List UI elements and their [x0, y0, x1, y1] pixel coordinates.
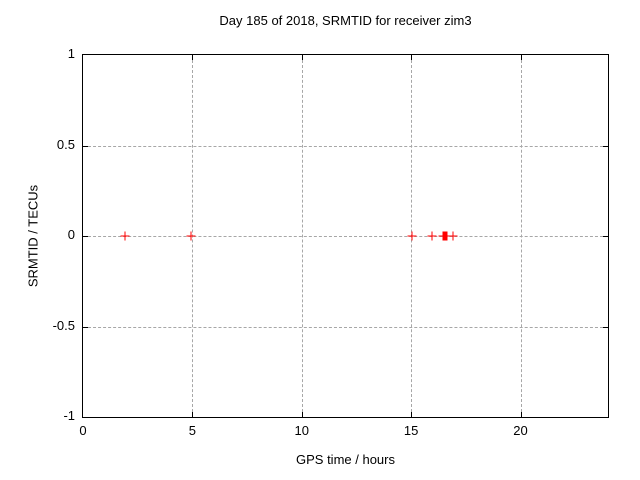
x-tick-mark-bottom [192, 412, 194, 417]
x-tick-label: 15 [403, 423, 419, 438]
x-tick-mark-top [520, 55, 522, 60]
x-axis-label: GPS time / hours [296, 452, 395, 467]
y-tick-label: 0.5 [56, 136, 75, 152]
x-tick-mark-bottom [411, 412, 413, 417]
data-point-marker [120, 231, 130, 241]
data-point-marker [186, 231, 196, 241]
y-tick-label: 1 [67, 46, 75, 61]
x-tick-mark-bottom [301, 412, 303, 417]
x-tick-label: 0 [79, 423, 87, 438]
y-gridline [83, 145, 608, 147]
y-tick-mark-left [83, 236, 88, 237]
y-gridline [83, 236, 608, 237]
y-tick-label: 0 [67, 227, 75, 242]
y-tick-mark-right [603, 145, 608, 147]
y-tick-label: -0.5 [52, 317, 75, 333]
data-point-marker [407, 231, 417, 241]
y-tick-mark-left [83, 326, 88, 328]
y-tick-label: -1 [63, 408, 75, 423]
x-tick-mark-top [192, 55, 194, 60]
x-tick-mark-top [301, 55, 303, 60]
y-tick-mark-right [603, 236, 608, 237]
x-tick-label: 20 [513, 423, 528, 438]
data-point-marker [427, 231, 437, 241]
x-tick-label: 5 [188, 423, 196, 438]
y-tick-mark-right [603, 326, 608, 328]
y-tick-mark-left [83, 145, 88, 147]
plot-area [82, 54, 609, 418]
y-gridline [83, 326, 608, 328]
chart-title: Day 185 of 2018, SRMTID for receiver zim… [219, 13, 472, 28]
x-tick-mark-top [411, 55, 413, 60]
x-tick-label: 10 [294, 423, 309, 438]
data-point-marker [448, 231, 458, 241]
data-point-marker [442, 231, 452, 241]
x-tick-mark-bottom [520, 412, 522, 417]
